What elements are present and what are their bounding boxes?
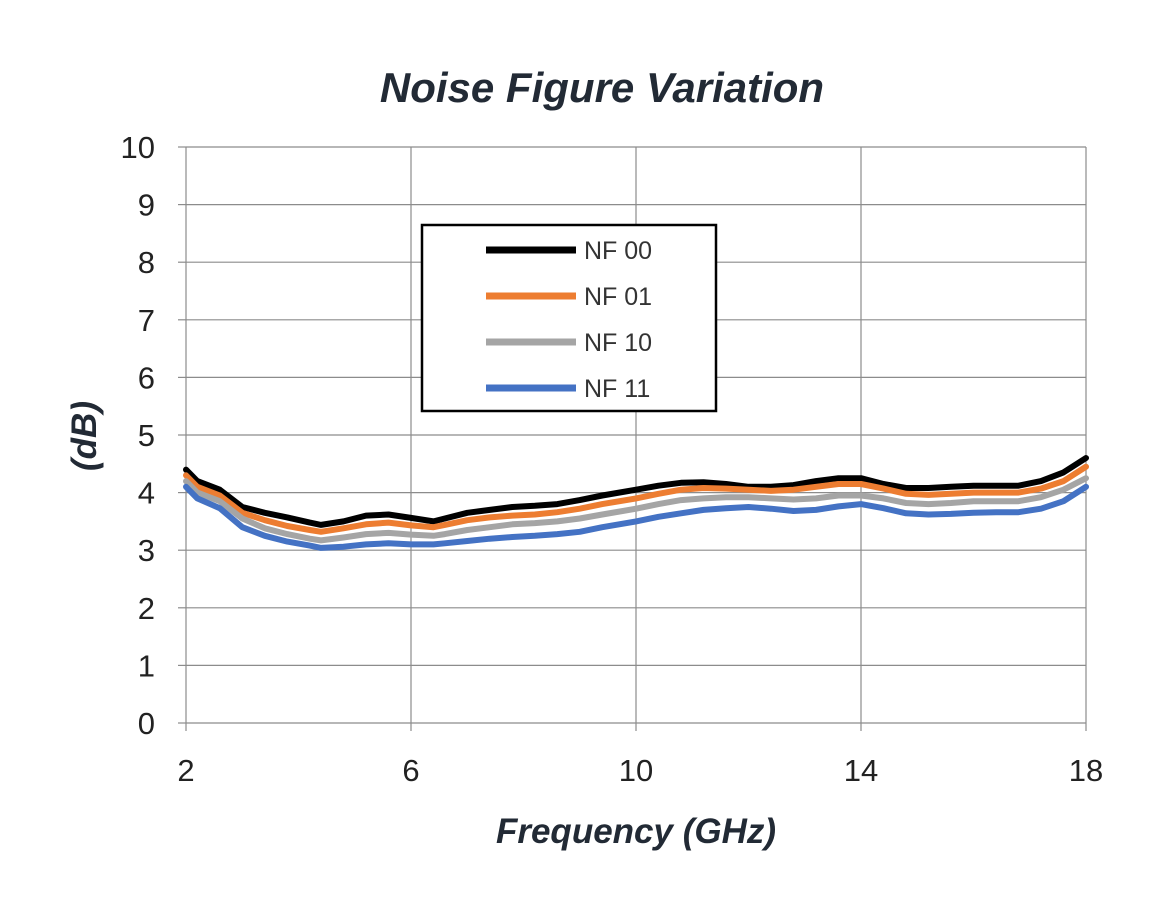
y-tick-label: 6: [138, 360, 155, 395]
legend-label: NF 00: [584, 237, 652, 265]
x-tick-label: 14: [844, 753, 878, 788]
x-tick-label: 18: [1069, 753, 1103, 788]
axes: 0 1 2 3 4 5 6 7 8 9 10 2 6 10 14 18: [121, 130, 1104, 788]
series-line-nf-10: [183, 475, 1089, 544]
legend-label: NF 10: [584, 329, 652, 357]
y-tick-label: 5: [138, 418, 155, 453]
y-tick-label: 0: [138, 706, 155, 741]
series-line-nf-00: [183, 455, 1089, 528]
x-tick-label: 10: [619, 753, 653, 788]
y-tick-label: 10: [121, 130, 155, 165]
legend-label: NF 11: [584, 375, 650, 403]
y-tick-label: 8: [138, 245, 155, 280]
x-axis-label: Frequency (GHz): [496, 812, 776, 851]
y-tick-label: 1: [138, 648, 155, 683]
series-line-nf-01: [183, 463, 1089, 535]
y-tick-label: 7: [138, 303, 155, 338]
series-line-nf-11: [183, 483, 1089, 551]
y-tick-label: 9: [138, 188, 155, 223]
y-tick-label: 4: [138, 476, 155, 511]
y-axis-label: (dB): [65, 401, 104, 471]
legend-label: NF 01: [584, 283, 652, 311]
series-lines: [183, 455, 1089, 551]
x-tick-label: 6: [402, 753, 419, 788]
y-tick-label: 2: [138, 591, 155, 626]
legend-box: [420, 223, 718, 413]
y-tick-label: 3: [138, 533, 155, 568]
x-tick-label: 2: [177, 753, 194, 788]
legend: NF 00 NF 01 NF 10 NF 11: [420, 223, 718, 413]
chart-title: Noise Figure Variation: [380, 64, 824, 111]
